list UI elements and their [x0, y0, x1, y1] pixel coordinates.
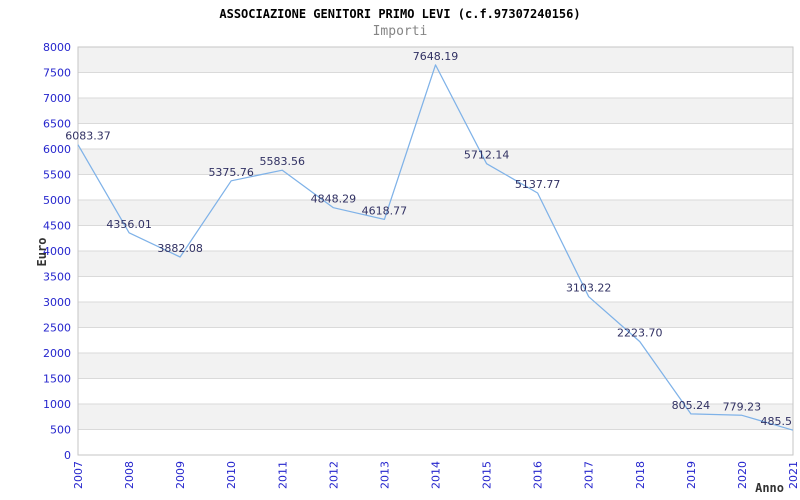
x-tick-label: 2015	[481, 461, 494, 489]
y-tick-label: 7500	[43, 67, 71, 80]
x-tick-label: 2016	[532, 461, 545, 489]
y-tick-label: 500	[50, 424, 71, 437]
y-tick-label: 8000	[43, 41, 71, 54]
y-tick-label: 3000	[43, 296, 71, 309]
point-label: 5137.77	[515, 178, 561, 191]
y-axis-title: Euro	[35, 238, 49, 267]
point-label: 4848.29	[311, 193, 357, 206]
y-tick-label: 5500	[43, 169, 71, 182]
y-tick-label: 2000	[43, 347, 71, 360]
point-label: 6083.37	[65, 130, 111, 143]
point-label: 5712.14	[464, 149, 510, 162]
plot-band	[78, 98, 793, 124]
x-tick-label: 2011	[276, 461, 289, 489]
point-label: 2223.70	[617, 327, 663, 340]
y-axis-tick-labels: 0 500 1000 1500 2000 2500 3000 3500 4000 4500 5000…	[43, 41, 71, 462]
point-label: 4618.77	[362, 204, 408, 217]
point-label: 5375.76	[208, 166, 254, 179]
point-label: 3882.08	[157, 242, 203, 255]
point-label: 779.23	[723, 400, 762, 413]
x-tick-label: 2021	[787, 461, 800, 489]
point-labels: 6083.37 4356.01 3882.08 5375.76 5583.56 4848.…	[65, 50, 792, 428]
point-label: 3103.22	[566, 282, 612, 295]
x-tick-label: 2007	[72, 461, 85, 489]
y-tick-label: 7000	[43, 92, 71, 105]
series-line	[77, 64, 794, 431]
x-tick-label: 2019	[685, 461, 698, 489]
y-tick-label: 5000	[43, 194, 71, 207]
plot-band	[78, 47, 793, 73]
plot-band	[78, 302, 793, 328]
y-tick-label: 6000	[43, 143, 71, 156]
y-tick-label: 0	[64, 449, 71, 462]
point-label: 5583.56	[260, 155, 306, 168]
plot-band	[78, 251, 793, 277]
gridlines	[78, 46, 793, 456]
x-tick-label: 2013	[378, 461, 391, 489]
plot-band	[78, 404, 793, 430]
plot-bands	[78, 47, 793, 430]
plot-band	[78, 353, 793, 379]
x-tick-label: 2010	[225, 461, 238, 489]
x-tick-label: 2018	[634, 461, 647, 489]
chart-subtitle: Importi	[372, 24, 428, 39]
y-tick-label: 3500	[43, 271, 71, 284]
y-tick-label: 6500	[43, 118, 71, 131]
chart-title: ASSOCIAZIONE GENITORI PRIMO LEVI (c.f.97…	[219, 7, 581, 21]
x-tick-label: 2009	[174, 461, 187, 489]
x-tick-label: 2017	[583, 461, 596, 489]
y-tick-label: 2500	[43, 322, 71, 335]
y-tick-label: 4500	[43, 220, 71, 233]
plot-band	[78, 200, 793, 226]
x-axis-title: Anno	[755, 481, 784, 495]
plot-border	[77, 46, 794, 456]
point-label: 805.24	[672, 399, 711, 412]
x-axis-tick-labels: 2007 2008 2009 2010 2011 2012 2013 2014 2015 2016…	[72, 461, 800, 489]
x-tick-label: 2020	[736, 461, 749, 489]
x-tick-label: 2008	[123, 461, 136, 489]
y-tick-label: 1000	[43, 398, 71, 411]
y-tick-label: 1500	[43, 373, 71, 386]
y-tick-label: 4000	[43, 245, 71, 258]
x-tick-label: 2014	[430, 461, 443, 489]
plot-band	[78, 149, 793, 175]
x-tick-label: 2012	[327, 461, 340, 489]
point-label: 4356.01	[106, 218, 152, 231]
point-label: 7648.19	[413, 50, 459, 63]
point-label: 485.5	[761, 415, 793, 428]
